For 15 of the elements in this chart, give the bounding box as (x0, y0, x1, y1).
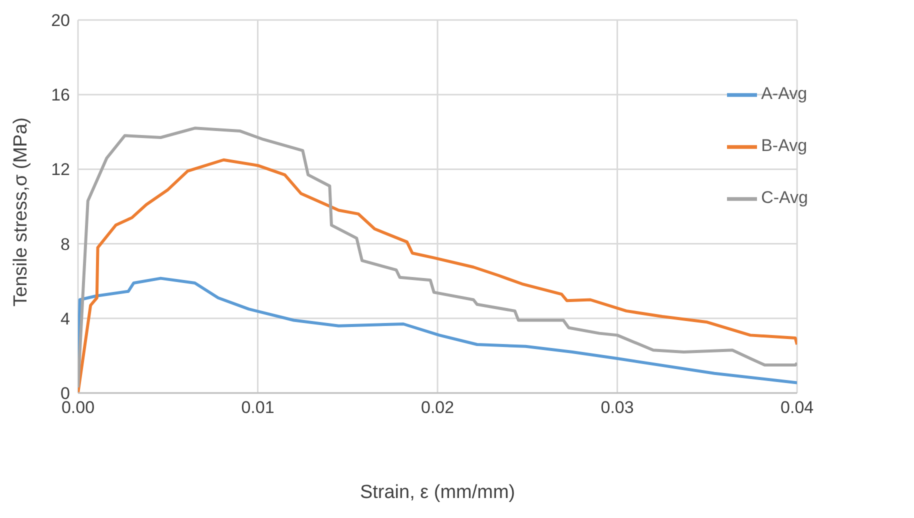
x-tick-label: 0.02 (420, 398, 454, 418)
x-tick-label: 0.04 (780, 398, 814, 418)
y-tick-label: 4 (60, 309, 70, 328)
legend-label: B-Avg (761, 136, 808, 155)
y-tick-label: 20 (51, 11, 70, 30)
legend-label: A-Avg (761, 84, 808, 103)
y-tick-label: 12 (51, 160, 70, 180)
legend-label: C-Avg (761, 188, 808, 207)
x-tick-label: 0.01 (241, 398, 274, 418)
x-tick-label: 0.03 (600, 398, 634, 418)
y-tick-label: 16 (51, 86, 70, 105)
x-axis-title: Strain, ε (mm/mm) (360, 482, 516, 503)
x-tick-label: 0.00 (61, 398, 95, 418)
y-tick-label: 8 (60, 234, 70, 254)
y-axis-title: Tensile stress,σ (MPa) (10, 117, 32, 306)
